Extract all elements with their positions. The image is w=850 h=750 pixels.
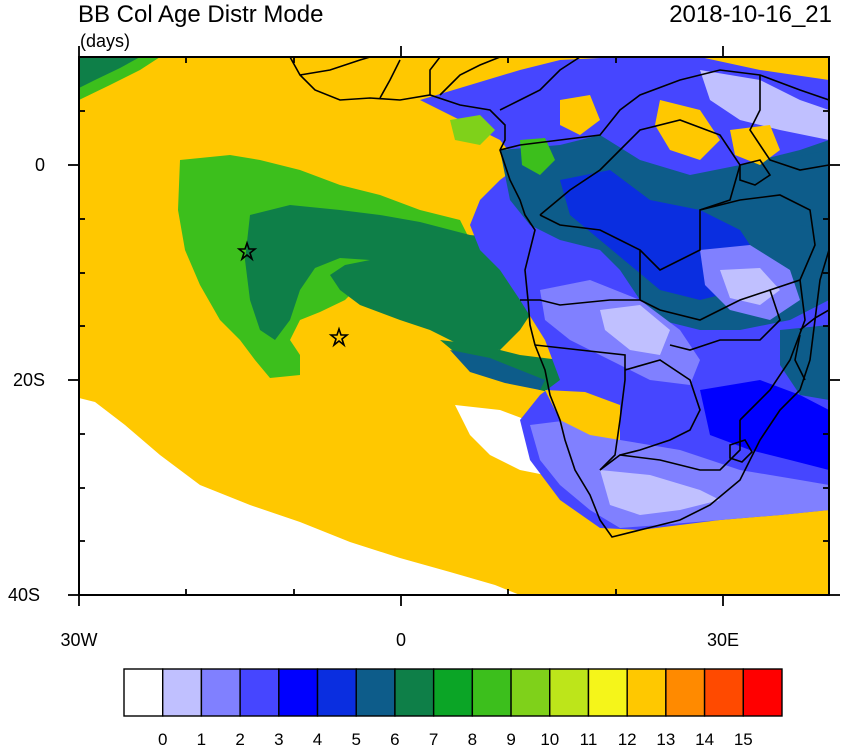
colorbar-label: 6 bbox=[390, 730, 400, 749]
coastlines bbox=[289, 57, 829, 538]
colorbar-label: 7 bbox=[428, 730, 439, 749]
y-tick-label-40s: 40S bbox=[7, 585, 40, 605]
lake-victoria bbox=[739, 159, 772, 186]
field-plume-core bbox=[245, 205, 545, 350]
tick-marks bbox=[68, 46, 840, 606]
units-label: (days) bbox=[80, 31, 131, 51]
border-drc bbox=[539, 119, 741, 271]
lesotho bbox=[729, 439, 754, 463]
colorbar-swatch bbox=[549, 668, 590, 717]
border-westafrica bbox=[299, 57, 441, 99]
colorbar-label: 0 bbox=[157, 730, 168, 749]
colorbar bbox=[123, 668, 783, 717]
y-tick-label-0: 0 bbox=[34, 155, 45, 175]
map-field bbox=[79, 57, 829, 595]
field-plume-edge bbox=[178, 155, 470, 378]
border-botswana bbox=[619, 359, 701, 456]
colorbar-label: 5 bbox=[351, 730, 361, 749]
colorbar-swatch bbox=[471, 668, 512, 717]
x-tick-label-30e: 30E bbox=[706, 630, 740, 650]
colorbar-swatch bbox=[665, 668, 706, 717]
colorbar-swatch bbox=[587, 668, 628, 717]
colorbar-label: 4 bbox=[312, 730, 323, 749]
colorbar-label: 14 bbox=[695, 730, 715, 749]
border-central-africa bbox=[499, 69, 829, 151]
colorbar-label: 2 bbox=[235, 730, 245, 749]
colorbar-swatch bbox=[742, 668, 783, 717]
x-tick-label-30w: 30W bbox=[60, 630, 98, 650]
star-marker-2 bbox=[328, 326, 350, 348]
x-tick-label-0: 0 bbox=[395, 630, 406, 650]
colorbar-swatch bbox=[239, 668, 280, 717]
colorbar-swatch bbox=[162, 668, 203, 717]
colorbar-swatch bbox=[432, 668, 474, 717]
colorbar-swatch bbox=[355, 668, 396, 717]
border-nigeria bbox=[439, 57, 581, 111]
colorbar-label: 13 bbox=[656, 730, 676, 749]
colorbar-label: 10 bbox=[540, 730, 560, 749]
colorbar-label: 11 bbox=[579, 730, 598, 749]
colorbar-label: 15 bbox=[733, 730, 753, 749]
map-title: BB Col Age Distr Mode bbox=[78, 1, 324, 28]
border-southafrica bbox=[599, 420, 741, 471]
border-tanzania bbox=[699, 194, 816, 281]
y-tick-label-20s: 20S bbox=[12, 370, 45, 390]
colorbar-swatch bbox=[278, 668, 319, 717]
border-kenya-ethiopia bbox=[749, 75, 829, 171]
colorbar-swatch bbox=[316, 668, 357, 717]
border-angola bbox=[520, 214, 641, 306]
colorbar-label: 8 bbox=[467, 730, 478, 749]
colorbar-swatch bbox=[626, 668, 667, 717]
africa-west-coast bbox=[289, 57, 829, 538]
field-zero-southwest bbox=[79, 398, 520, 595]
colorbar-swatch bbox=[510, 668, 551, 717]
star-marker-1 bbox=[236, 240, 258, 262]
colorbar-label: 1 bbox=[196, 730, 207, 749]
colorbar-swatch bbox=[394, 668, 435, 717]
datetime-label: 2018-10-16_21 bbox=[669, 1, 832, 28]
border-namibia bbox=[534, 344, 626, 471]
colorbar-swatch bbox=[123, 668, 164, 717]
colorbar-label: 3 bbox=[274, 730, 284, 749]
madagascar bbox=[794, 309, 829, 381]
colorbar-swatch bbox=[703, 668, 745, 717]
colorbar-swatch bbox=[200, 668, 241, 717]
colorbar-label: 12 bbox=[617, 730, 637, 749]
markers bbox=[236, 240, 350, 348]
colorbar-label: 9 bbox=[506, 730, 516, 749]
